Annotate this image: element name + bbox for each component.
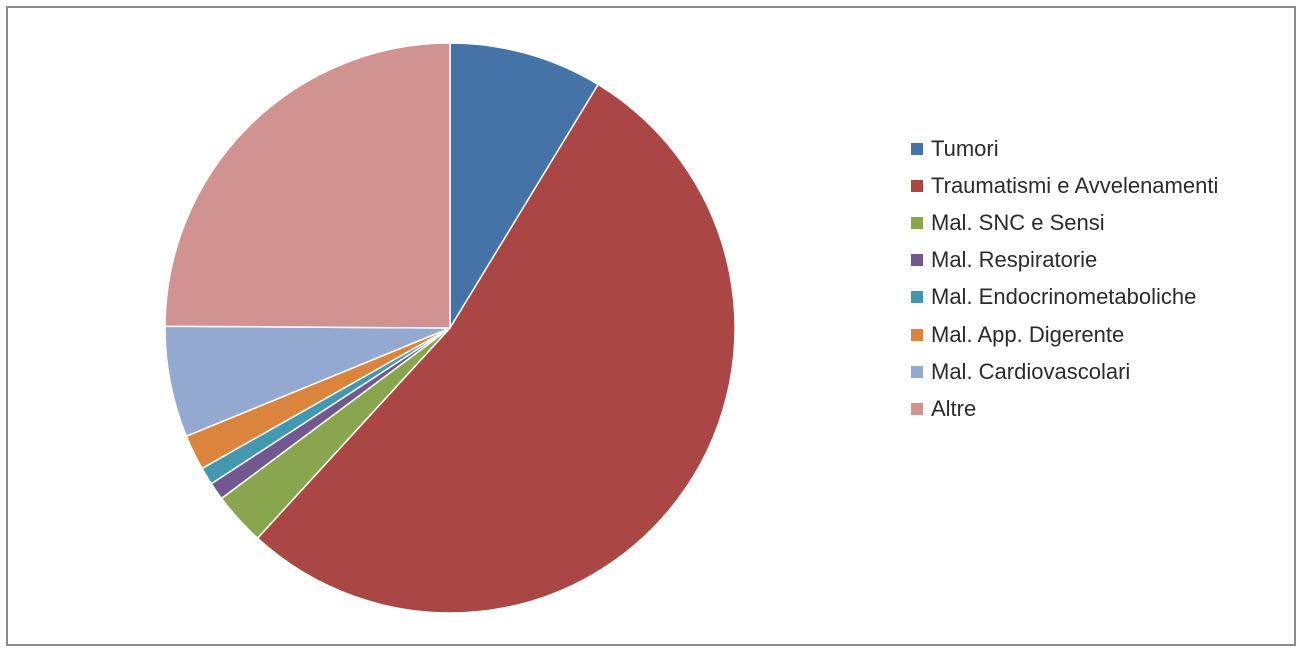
legend-label: Mal. SNC e Sensi (931, 209, 1105, 235)
legend-label: Mal. Cardiovascolari (931, 358, 1131, 384)
legend-item-0: Tumori (911, 130, 1218, 167)
legend-label: Tumori (931, 135, 999, 161)
legend-item-1: Traumatismi e Avvelenamenti (911, 167, 1218, 204)
pie-slice-1 (256, 83, 736, 614)
legend-item-6: Mal. Cardiovascolari (911, 353, 1218, 390)
legend-label: Mal. Respiratorie (931, 247, 1098, 273)
legend-label: Mal. Endocrinometaboliche (931, 284, 1197, 310)
legend-item-4: Mal. Endocrinometaboliche (911, 279, 1218, 316)
legend-label: Altre (931, 395, 977, 421)
legend-label: Mal. App. Digerente (931, 321, 1125, 347)
legend-swatch (911, 291, 923, 304)
legend-item-5: Mal. App. Digerente (911, 316, 1218, 353)
legend-item-3: Mal. Respiratorie (911, 242, 1218, 279)
legend-swatch (911, 142, 923, 155)
legend-swatch (911, 254, 923, 267)
legend-item-7: Altre (911, 390, 1218, 427)
pie-slice-6 (164, 325, 451, 438)
pie-slice-0 (449, 42, 600, 331)
pie-chart (164, 42, 736, 614)
pie-slice-7 (164, 42, 451, 329)
legend: Tumori Traumatismi e Avvelenamenti Mal. SN… (911, 130, 1218, 428)
legend-item-2: Mal. SNC e Sensi (911, 204, 1218, 241)
chart-area: Tumori Traumatismi e Avvelenamenti Mal. SN… (6, 6, 1296, 646)
legend-swatch (911, 402, 923, 415)
legend-swatch (911, 179, 923, 192)
legend-label: Traumatismi e Avvelenamenti (931, 172, 1219, 198)
legend-swatch (911, 328, 923, 341)
legend-swatch (911, 365, 923, 378)
legend-swatch (911, 216, 923, 229)
